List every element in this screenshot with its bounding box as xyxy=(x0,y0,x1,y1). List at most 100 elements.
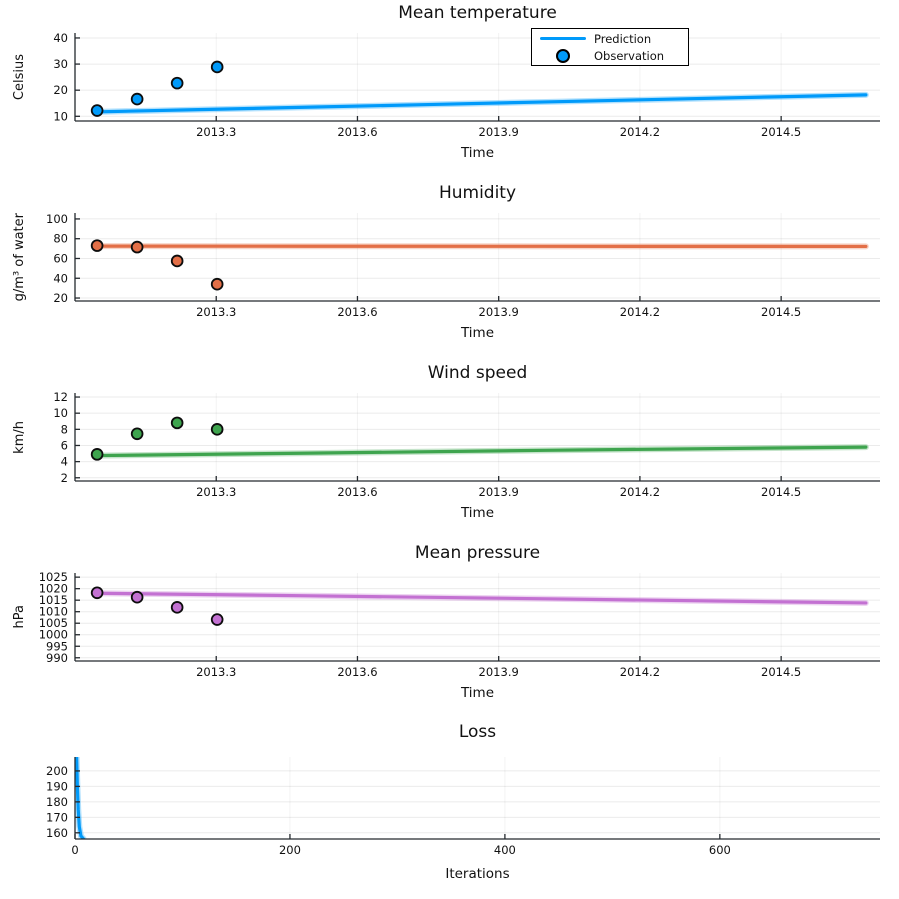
legend: Prediction Observation xyxy=(531,28,689,66)
series-group xyxy=(94,91,869,115)
wind-speed-observation-point xyxy=(130,427,144,441)
y-tick-label: 1025 xyxy=(39,570,68,584)
chart-title-loss: Loss xyxy=(458,722,497,742)
humidity-observation-point xyxy=(210,277,224,291)
x-tick-label: 2014.5 xyxy=(761,665,801,679)
x-tick-label: 2013.3 xyxy=(196,305,236,319)
y-axis-label-wrap: km/h xyxy=(2,393,36,481)
series-group xyxy=(75,757,87,839)
x-tick-label: 2014.5 xyxy=(761,485,801,499)
x-tick-label: 2013.3 xyxy=(196,125,236,139)
x-tick-label: 2014.5 xyxy=(761,305,801,319)
y-tick-label: 20 xyxy=(53,291,68,305)
mean-pressure-observation-point xyxy=(130,590,144,604)
x-tick-label: 2013.9 xyxy=(479,665,519,679)
observation-marker-icon xyxy=(556,48,570,63)
x-tick-label: 2013.9 xyxy=(479,485,519,499)
y-tick-label: 12 xyxy=(53,390,68,404)
y-tick-label: 40 xyxy=(53,271,68,285)
mean-pressure-observation-point xyxy=(210,613,224,626)
y-tick-label: 2 xyxy=(61,471,68,485)
y-tick-label: 1005 xyxy=(39,616,68,630)
chart-title-mean-pressure: Mean pressure xyxy=(414,543,541,563)
x-axis-label-iterations: Iterations xyxy=(445,866,510,882)
mean-pressure-prediction-line xyxy=(95,591,868,605)
y-axis-label-hpa: hPa xyxy=(11,605,27,629)
humidity-observation-point xyxy=(130,240,144,254)
chart-block-wind-speed: 2013.3 2013.6 2013.9 2014.2 2014.5 2 4 6 8 10 12 W… xyxy=(0,360,899,540)
x-tick-label: 2013.9 xyxy=(479,305,519,319)
y-tick-label: 30 xyxy=(53,57,68,71)
x-tick-label: 2013.9 xyxy=(479,125,519,139)
x-axis-label-time-1: Time xyxy=(460,145,495,161)
x-tick-label: 2013.6 xyxy=(337,305,377,319)
x-tick-label: 2013.6 xyxy=(337,665,377,679)
y-axis-label-wrap: g/m³ of water xyxy=(2,213,36,301)
chart-title-mean-temperature: Mean temperature xyxy=(398,3,557,23)
x-tick-label: 200 xyxy=(279,843,301,857)
loss-prediction-line xyxy=(75,757,86,839)
x-axis-label-time-2: Time xyxy=(460,325,495,341)
y-tick-label: 990 xyxy=(46,651,68,665)
y-axis-label-gm3-water: g/m³ of water xyxy=(11,212,27,302)
series-group xyxy=(94,590,869,606)
y-tick-label: 80 xyxy=(53,232,68,246)
chart-block-humidity: 2013.3 2013.6 2013.9 2014.2 2014.5 20 40 60 80 10… xyxy=(0,180,899,360)
series-group xyxy=(94,444,869,459)
mean-pressure-observation-point xyxy=(90,586,104,600)
x-tick-label: 2014.2 xyxy=(620,125,660,139)
y-tick-label: 100 xyxy=(46,212,68,226)
x-tick-label: 2013.6 xyxy=(337,125,377,139)
y-tick-label: 170 xyxy=(46,810,68,824)
y-tick-label: 1015 xyxy=(39,593,68,607)
x-tick-label: 400 xyxy=(494,843,516,857)
mean-pressure-observation-point xyxy=(170,601,184,614)
y-tick-label: 160 xyxy=(46,826,68,840)
mean-temperature-observation-point xyxy=(170,76,184,90)
chart-block-mean-pressure: 2013.3 2013.6 2013.9 2014.2 2014.5 990 995 1000… xyxy=(0,540,899,720)
y-tick-label: 40 xyxy=(53,31,68,45)
x-tick-label: 2013.3 xyxy=(196,485,236,499)
y-axis-label-kmh: km/h xyxy=(11,420,27,454)
chart-block-loss: 0 200 400 600 160 170 180 190 200 Loss Iteration… xyxy=(0,719,899,899)
y-tick-label: 4 xyxy=(61,455,68,469)
mean-temperature-observation-point xyxy=(210,60,224,74)
y-tick-label: 180 xyxy=(46,795,68,809)
x-tick-label: 2014.2 xyxy=(620,665,660,679)
y-axis-label-wrap: hPa xyxy=(2,573,36,661)
x-tick-label: 600 xyxy=(709,843,731,857)
legend-icon-cell xyxy=(532,48,594,63)
y-tick-label: 1010 xyxy=(39,605,68,619)
chart-title-wind-speed: Wind speed xyxy=(427,363,528,383)
x-tick-label: 2013.6 xyxy=(337,485,377,499)
x-tick-label: 2013.3 xyxy=(196,665,236,679)
wind-speed-observation-point xyxy=(90,448,104,461)
y-tick-label: 60 xyxy=(53,251,68,265)
prediction-line-icon xyxy=(540,36,586,41)
mean-temperature-observation-point xyxy=(130,92,144,106)
legend-label-prediction: Prediction xyxy=(594,31,652,46)
y-tick-label: 20 xyxy=(53,83,68,97)
mean-pressure-chart-canvas: 2013.3 2013.6 2013.9 2014.2 2014.5 9909951000… xyxy=(39,570,880,679)
x-axis-label-time-4: Time xyxy=(460,685,495,701)
y-tick-label: 8 xyxy=(61,422,68,436)
legend-row-prediction: Prediction xyxy=(532,31,688,47)
x-axis-label-time-3: Time xyxy=(460,505,495,521)
y-tick-label: 6 xyxy=(61,438,68,452)
x-tick-label: 2014.2 xyxy=(620,485,660,499)
wind-speed-observation-point xyxy=(170,416,184,430)
chart-block-mean-temperature: 2013.3 2013.6 2013.9 2014.2 2014.5 10 20 30 40 M… xyxy=(0,0,899,180)
mean-temperature-prediction-line xyxy=(95,93,868,114)
y-tick-label: 190 xyxy=(46,779,68,793)
humidity-chart-canvas: 2013.3 2013.6 2013.9 2014.2 2014.5 20 40 60 80 10… xyxy=(46,212,880,319)
mean-temperature-chart-canvas: 2013.3 2013.6 2013.9 2014.2 2014.5 10 20 30 40 xyxy=(53,31,880,139)
wind-speed-chart-canvas: 2013.3 2013.6 2013.9 2014.2 2014.5 2 4 6 8 10 12 xyxy=(53,390,880,499)
y-axis-label-wrap: Celsius xyxy=(2,33,36,121)
x-tick-label: 0 xyxy=(71,843,78,857)
chart-title-humidity: Humidity xyxy=(438,183,517,203)
y-tick-label: 200 xyxy=(46,764,68,778)
wind-speed-observation-point xyxy=(210,423,224,436)
legend-row-observation: Observation xyxy=(532,48,688,64)
